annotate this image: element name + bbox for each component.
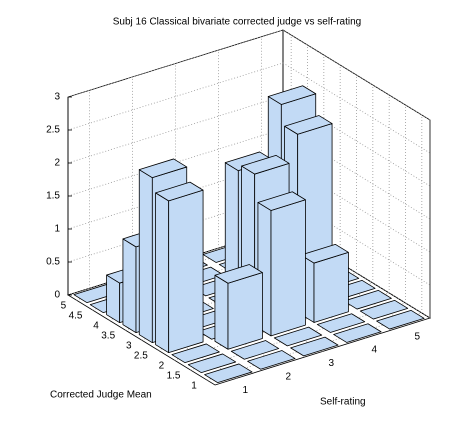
y-tick-label: 4.5 <box>69 311 83 322</box>
bar <box>247 350 296 370</box>
y-tick-label: 2.5 <box>134 351 148 362</box>
bar <box>230 340 280 360</box>
x-axis-label: Self-rating <box>320 397 366 408</box>
y-tick-label: 4 <box>93 321 99 332</box>
bar-top <box>273 326 323 347</box>
z-tick-label: 3 <box>54 92 60 103</box>
bar-top <box>359 299 409 320</box>
bar-top <box>333 323 382 343</box>
bar-front <box>227 272 263 350</box>
bar-top <box>230 340 280 360</box>
bar-top <box>214 264 263 284</box>
bar <box>316 313 366 333</box>
z-tick-label: 2 <box>54 158 60 169</box>
y-tick-label: 1.5 <box>167 371 181 382</box>
y-tick-label: 3 <box>126 341 132 352</box>
x-tick-label: 5 <box>415 331 421 342</box>
z-tick-label: 0 <box>54 290 60 301</box>
bar-front <box>313 251 349 323</box>
bar-top <box>257 191 306 211</box>
bar-top <box>171 343 220 364</box>
z-tick-label: 0.5 <box>46 257 60 268</box>
y-tick-label: 5 <box>61 301 67 312</box>
bar-top <box>376 309 425 330</box>
bar <box>214 264 263 350</box>
bar-top <box>290 336 339 357</box>
x-tick-label: 2 <box>286 372 292 383</box>
x-tick-label: 4 <box>372 345 378 356</box>
y-tick-label: 1 <box>191 381 197 392</box>
bar <box>155 181 204 354</box>
x-tick-label: 1 <box>243 385 249 396</box>
bar-top <box>155 181 204 202</box>
bar-side <box>138 169 153 344</box>
bar-top <box>187 353 237 374</box>
bar-side <box>155 192 170 354</box>
y-tick-label: 2 <box>159 361 165 372</box>
bar-side <box>122 238 137 334</box>
bar <box>257 191 306 337</box>
bar <box>376 309 425 330</box>
y-axis-label: Corrected Judge Mean <box>50 390 152 401</box>
bar <box>333 323 382 343</box>
bar <box>187 353 237 374</box>
bar <box>171 343 220 364</box>
bar-top <box>241 154 290 175</box>
bar-top <box>138 158 188 179</box>
bar <box>359 299 409 320</box>
bar <box>290 336 339 357</box>
bar-top <box>316 313 366 333</box>
bar-front <box>168 189 204 354</box>
y-tick-label: 3.5 <box>101 331 115 342</box>
bar-top <box>267 85 317 105</box>
chart-title: Subj 16 Classical bivariate corrected ju… <box>113 17 361 28</box>
bar-top <box>247 350 296 370</box>
bar-top <box>204 363 253 384</box>
bar-side <box>214 274 229 350</box>
bar-top <box>284 115 333 135</box>
z-tick-label: 2.5 <box>46 125 60 136</box>
z-tick-label: 1.5 <box>46 191 60 202</box>
bar <box>204 363 253 384</box>
x-tick-label: 3 <box>329 358 335 369</box>
z-tick-label: 1 <box>54 224 60 235</box>
bar <box>273 326 323 347</box>
bar <box>300 243 349 323</box>
bar-front <box>270 199 306 337</box>
